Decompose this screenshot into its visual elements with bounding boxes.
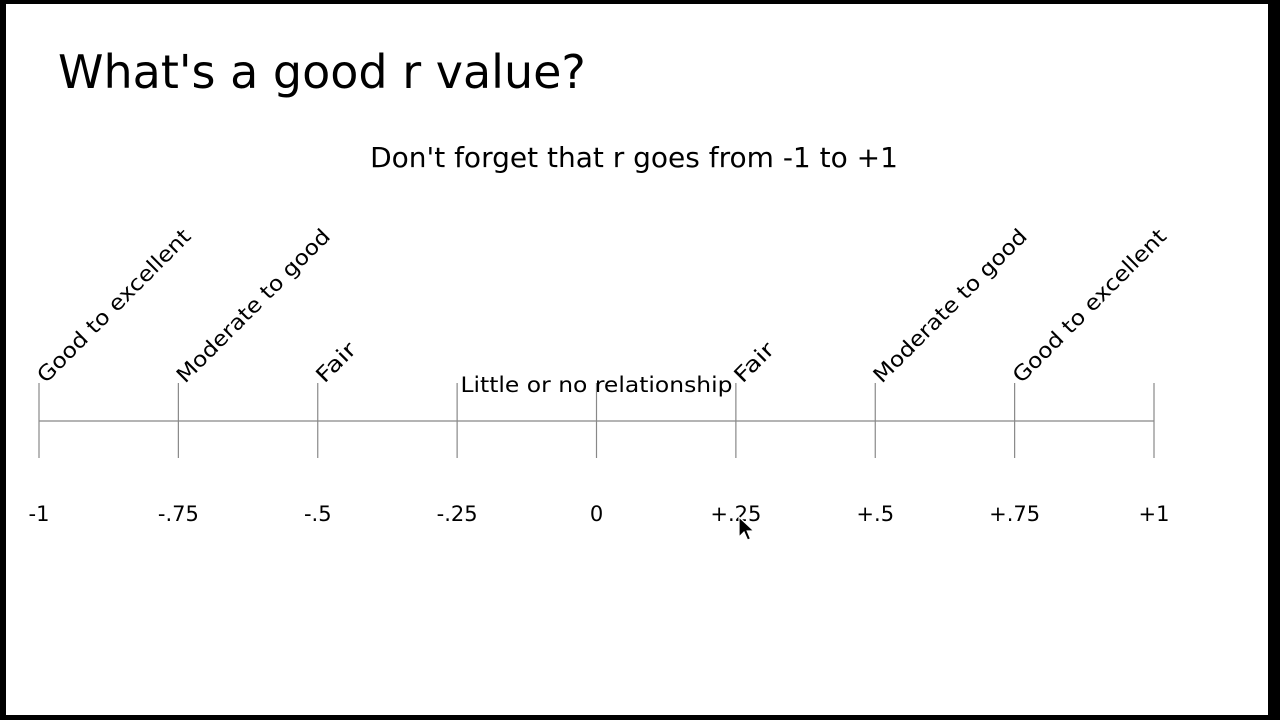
scale-tick-label: -1 bbox=[29, 502, 50, 526]
scale-tick-labels: -1 -.75 -.5 -.25 0 +.25 +.5 +.75 +1 bbox=[29, 502, 1170, 526]
scale-tick-label: 0 bbox=[590, 502, 603, 526]
scale-category-label: Fair bbox=[729, 337, 780, 388]
scale-ticks bbox=[38, 383, 1155, 458]
scale-tick-label: +.5 bbox=[856, 502, 894, 526]
scale-category-label: Little or no relationship bbox=[461, 373, 733, 397]
scale-tick-label: -.25 bbox=[437, 502, 478, 526]
scale-category-label: Good to excellent bbox=[1008, 224, 1171, 387]
mouse-pointer-icon bbox=[738, 515, 756, 548]
slide-subtitle: Don't forget that r goes from -1 to +1 bbox=[370, 141, 898, 174]
scale-tick-label: -.75 bbox=[158, 502, 199, 526]
slide bbox=[6, 4, 1268, 715]
scale-category-label: Moderate to good bbox=[869, 224, 1032, 387]
scale-tick-label: +1 bbox=[1139, 502, 1170, 526]
scale-category-label: Fair bbox=[311, 337, 362, 388]
slide-title: What's a good r value? bbox=[58, 45, 586, 99]
scale-tick-label: +.75 bbox=[989, 502, 1040, 526]
scale-category-label: Moderate to good bbox=[172, 224, 335, 387]
scale-tick-label: +.25 bbox=[710, 502, 761, 526]
scale-category-label: Good to excellent bbox=[32, 224, 195, 387]
scale-tick-label: -.5 bbox=[304, 502, 332, 526]
